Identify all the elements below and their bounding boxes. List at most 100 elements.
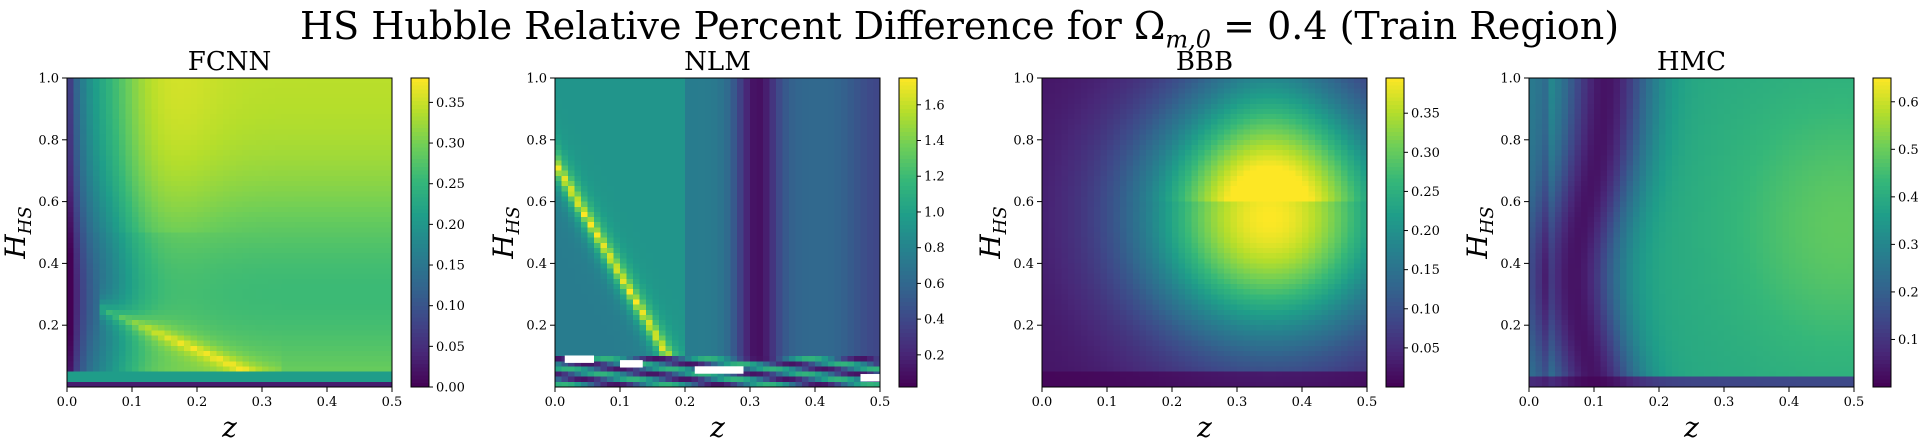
heatmap-cell xyxy=(301,150,309,156)
heatmap-cell xyxy=(301,237,309,244)
heatmap-cell xyxy=(756,186,764,192)
heatmap-cell xyxy=(275,330,283,337)
heatmap-cell xyxy=(847,196,855,203)
heatmap-cell xyxy=(372,278,380,285)
heatmap-cell xyxy=(802,258,810,264)
heatmap-cell xyxy=(132,186,140,192)
heatmap-cell xyxy=(229,356,237,362)
heatmap-cell xyxy=(379,335,387,342)
heatmap-cell xyxy=(834,78,842,84)
heatmap-cell xyxy=(379,186,387,192)
heatmap-cell xyxy=(262,222,270,228)
heatmap-cell xyxy=(229,268,237,275)
heatmap-cell xyxy=(262,273,270,280)
heatmap-cell xyxy=(379,98,387,105)
heatmap-cell xyxy=(242,124,250,131)
heatmap-cell xyxy=(698,144,706,151)
heatmap-cell xyxy=(320,181,328,187)
heatmap-cell xyxy=(242,186,250,192)
heatmap-cell xyxy=(802,175,810,182)
heatmap-cell xyxy=(125,144,133,151)
heatmap-cell xyxy=(327,361,335,367)
heatmap-cell xyxy=(372,227,380,234)
heatmap-cell xyxy=(867,237,875,244)
heatmap-cell xyxy=(756,83,764,89)
heatmap-cell xyxy=(776,165,784,172)
heatmap-cell xyxy=(691,139,699,146)
heatmap-cell xyxy=(665,263,673,270)
heatmap-cell xyxy=(106,88,114,95)
heatmap-cell xyxy=(613,211,621,218)
heatmap-cell xyxy=(873,247,881,254)
heatmap-cell xyxy=(119,258,127,264)
heatmap-cell xyxy=(138,160,146,167)
heatmap-cell xyxy=(210,124,218,131)
heatmap-cell xyxy=(275,273,283,280)
heatmap-cell xyxy=(190,108,198,115)
heatmap-cell xyxy=(581,217,589,223)
heatmap-cell xyxy=(320,222,328,228)
heatmap-cell xyxy=(119,299,127,306)
heatmap-cell xyxy=(847,103,855,110)
heatmap-cell xyxy=(158,227,166,234)
heatmap-cell xyxy=(138,150,146,156)
heatmap-cell xyxy=(353,160,361,167)
heatmap-cell xyxy=(828,253,836,259)
heatmap-cell xyxy=(633,258,641,264)
heatmap-cell xyxy=(86,165,94,172)
heatmap-cell xyxy=(366,340,374,347)
heatmap-cell xyxy=(314,325,322,331)
heatmap-cell xyxy=(171,263,179,270)
heatmap-cell xyxy=(119,330,127,337)
heatmap-cell xyxy=(333,211,341,218)
heatmap-cell xyxy=(229,381,237,388)
heatmap-cell xyxy=(581,175,589,182)
heatmap-cell xyxy=(184,237,192,244)
heatmap-cell xyxy=(841,232,849,239)
heatmap-cell xyxy=(646,196,654,203)
heatmap-cell xyxy=(366,88,374,95)
heatmap-cell xyxy=(197,181,205,187)
heatmap-cell xyxy=(132,196,140,203)
heatmap-cell xyxy=(275,325,283,331)
heatmap-cell xyxy=(242,103,250,110)
y-tick-label: 0.4 xyxy=(38,257,59,272)
heatmap-cell xyxy=(568,124,576,131)
heatmap-cell xyxy=(73,191,81,198)
heatmap-cell xyxy=(288,134,296,141)
heatmap-cell xyxy=(164,284,172,290)
heatmap-cell xyxy=(171,227,179,234)
heatmap-cell xyxy=(67,124,75,131)
heatmap-cell xyxy=(223,350,231,357)
heatmap-cell xyxy=(802,129,810,136)
heatmap-cell xyxy=(268,304,276,311)
heatmap-cell xyxy=(320,325,328,331)
heatmap-cell xyxy=(568,160,576,167)
heatmap-cell xyxy=(164,263,172,270)
heatmap-cell xyxy=(613,217,621,223)
heatmap-cell xyxy=(197,206,205,213)
heatmap-cell xyxy=(646,175,654,182)
heatmap-cell xyxy=(359,361,367,367)
heatmap-cell xyxy=(561,242,569,249)
heatmap-cell xyxy=(737,98,745,105)
heatmap-cell xyxy=(177,299,185,306)
heatmap-cell xyxy=(216,114,224,120)
heatmap-cell xyxy=(587,98,595,105)
heatmap-cell xyxy=(711,108,719,115)
colorbar-segment xyxy=(411,97,429,102)
heatmap-cell xyxy=(639,222,647,228)
heatmap-cell xyxy=(73,206,81,213)
heatmap-cell xyxy=(236,320,244,326)
heatmap-cell xyxy=(698,78,706,84)
heatmap-cell xyxy=(223,361,231,367)
heatmap-cell xyxy=(652,78,660,84)
heatmap-cell xyxy=(353,211,361,218)
heatmap-cell xyxy=(626,114,634,120)
heatmap-cell xyxy=(795,119,803,125)
heatmap-cell xyxy=(119,289,127,295)
heatmap-cell xyxy=(216,108,224,115)
heatmap-cell xyxy=(659,103,667,110)
heatmap-cell xyxy=(294,83,302,89)
